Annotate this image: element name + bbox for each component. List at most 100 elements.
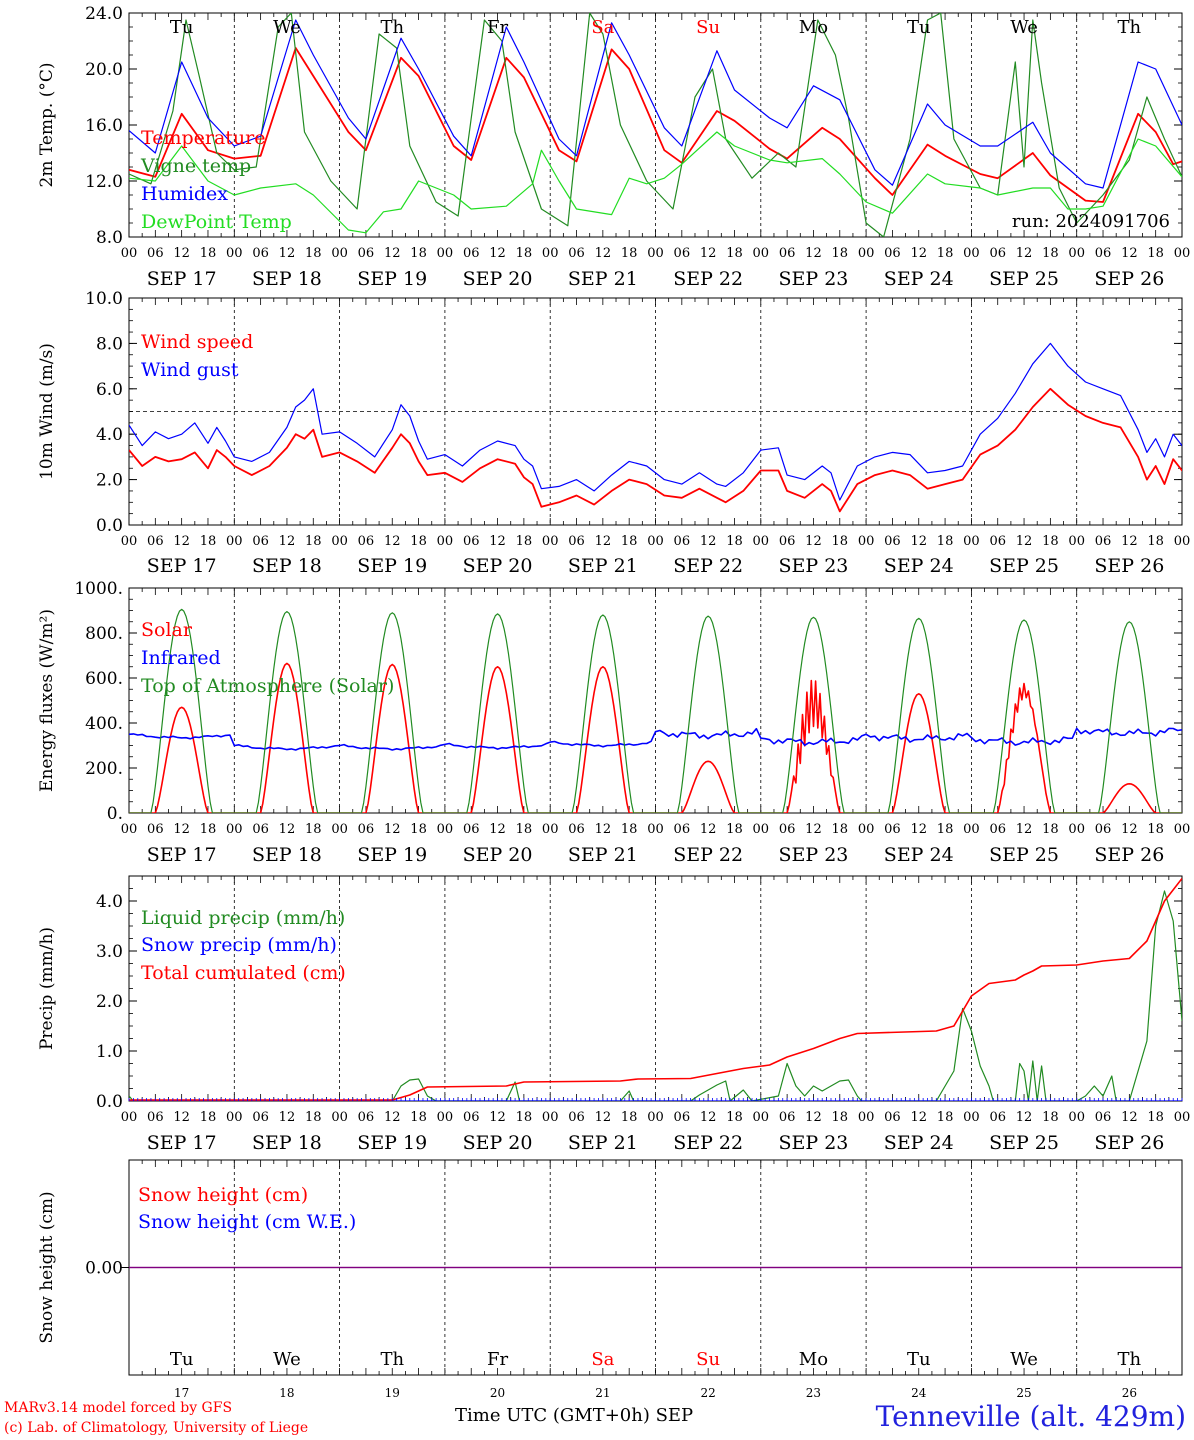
legend-entry: Humidex <box>141 183 228 205</box>
hour-label: 12 <box>279 822 296 837</box>
lab-credit: (c) Lab. of Climatology, University of L… <box>4 1420 309 1436</box>
date-label: SEP 21 <box>568 555 638 577</box>
panel-precip: 0.0 1.0 2.0 3.0 4.0 Precip (mm/h) Liquid preci… <box>37 875 1190 1154</box>
hour-label: 06 <box>252 534 269 549</box>
hour-label: 12 <box>700 822 717 837</box>
weekday-label: Tu <box>907 17 931 38</box>
series-group <box>129 878 1182 1101</box>
weekday-label: Tu <box>907 1349 931 1370</box>
hour-label: 18 <box>410 246 427 261</box>
hour-label: 00 <box>121 822 138 837</box>
hour-label: 12 <box>279 246 296 261</box>
date-label: SEP 23 <box>779 1132 849 1154</box>
legend-entry: DewPoint Temp <box>141 211 292 233</box>
hour-label: 18 <box>937 246 954 261</box>
series-line-temperature <box>129 47 1182 203</box>
date-label: SEP 24 <box>884 844 954 866</box>
weekday-label: Tu <box>170 1349 194 1370</box>
hour-label: 06 <box>674 534 691 549</box>
hour-label: 18 <box>1147 246 1164 261</box>
hour-label: 18 <box>516 534 533 549</box>
hour-label: 00 <box>753 1110 770 1125</box>
hour-label: 12 <box>279 1110 296 1125</box>
hour-label: 18 <box>410 534 427 549</box>
hour-label: 18 <box>200 822 217 837</box>
hour-label: 00 <box>542 822 559 837</box>
hour-label: 00 <box>1068 534 1085 549</box>
legend-entry: Temperature <box>141 127 265 149</box>
hour-label: 18 <box>621 822 638 837</box>
series-group <box>129 13 1182 237</box>
hour-label: 00 <box>1174 822 1191 837</box>
hour-label: 12 <box>173 534 190 549</box>
hour-label: 18 <box>726 822 743 837</box>
hour-label: 06 <box>463 534 480 549</box>
hour-label: 06 <box>1095 1110 1112 1125</box>
hour-label: 18 <box>1147 1110 1164 1125</box>
series-line-solar <box>129 662 1182 813</box>
hour-label: 18 <box>305 822 322 837</box>
hour-label: 06 <box>358 822 375 837</box>
hour-label: 18 <box>516 1110 533 1125</box>
series-line-wind-speed <box>129 387 1182 513</box>
y-tick-label: 20.0 <box>85 60 123 80</box>
hour-label: 00 <box>226 246 243 261</box>
hour-label: 00 <box>331 1110 348 1125</box>
date-label: SEP 23 <box>779 844 849 866</box>
date-label: SEP 22 <box>673 268 743 290</box>
hour-label: 12 <box>384 534 401 549</box>
hour-label: 06 <box>147 534 164 549</box>
day-number-label: 24 <box>911 1386 927 1400</box>
date-label: SEP 22 <box>673 844 743 866</box>
hour-label: 00 <box>1174 534 1191 549</box>
hour-label: 00 <box>226 534 243 549</box>
weekday-label: Mo <box>799 1349 828 1370</box>
hour-label: 00 <box>858 1110 875 1125</box>
date-label: SEP 17 <box>147 844 217 866</box>
date-label: SEP 23 <box>779 268 849 290</box>
hour-label: 00 <box>963 246 980 261</box>
y-tick-label: 1.0 <box>96 1042 123 1062</box>
weekday-label: Sa <box>591 17 614 38</box>
run-annotation: run: 2024091706 <box>1012 211 1170 232</box>
day-number-label: 19 <box>385 1386 400 1400</box>
weekday-label: Fr <box>487 17 508 38</box>
hour-label: 06 <box>568 1110 585 1125</box>
hour-label: 12 <box>1016 1110 1033 1125</box>
hour-label: 12 <box>595 822 612 837</box>
hour-label: 12 <box>700 1110 717 1125</box>
hour-label: 18 <box>621 1110 638 1125</box>
series-line-humidex <box>129 19 1182 189</box>
hour-label: 18 <box>937 822 954 837</box>
hour-label: 12 <box>1121 822 1138 837</box>
hour-label: 18 <box>410 1110 427 1125</box>
panel-frame <box>128 12 1183 238</box>
day-number-label: 25 <box>1016 1386 1031 1400</box>
hour-label: 00 <box>858 822 875 837</box>
legend-entry: Snow height (cm W.E.) <box>138 1211 356 1233</box>
date-label: SEP 20 <box>463 555 533 577</box>
y-tick-label: 3.0 <box>96 942 123 962</box>
hour-label: 00 <box>1174 246 1191 261</box>
hour-label: 06 <box>147 1110 164 1125</box>
y-tick-label: 10.0 <box>85 289 123 309</box>
y-axis-label: Snow height (cm) <box>37 1191 57 1343</box>
hour-label: 00 <box>542 1110 559 1125</box>
date-label: SEP 24 <box>884 1132 954 1154</box>
hour-label: 06 <box>779 246 796 261</box>
y-tick-label: 2.0 <box>96 471 123 491</box>
hour-label: 00 <box>858 534 875 549</box>
hour-label: 12 <box>595 246 612 261</box>
hour-label: 12 <box>1121 246 1138 261</box>
hour-label: 12 <box>595 534 612 549</box>
day-number-label: 17 <box>174 1386 189 1400</box>
date-label: SEP 24 <box>884 555 954 577</box>
y-tick-label: 400. <box>85 714 123 734</box>
series-group <box>129 342 1182 513</box>
hour-label: 12 <box>910 822 927 837</box>
date-label: SEP 23 <box>779 555 849 577</box>
panel-wind: 0.0 2.0 4.0 6.0 8.0 10.0 10m Wind (m/s) Wind sp… <box>37 289 1191 577</box>
hour-label: 00 <box>753 534 770 549</box>
hour-label: 18 <box>200 246 217 261</box>
hour-label: 06 <box>568 822 585 837</box>
